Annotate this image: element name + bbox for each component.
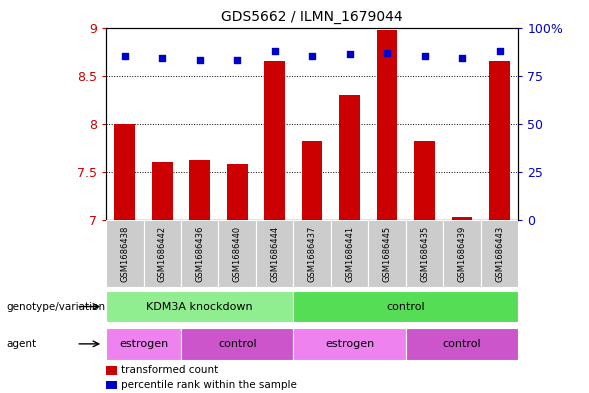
Bar bbox=[190, 160, 210, 220]
Bar bbox=[293, 220, 331, 287]
Bar bbox=[106, 328, 181, 360]
Bar bbox=[293, 328, 406, 360]
Bar bbox=[219, 220, 256, 287]
Text: control: control bbox=[386, 301, 425, 312]
Text: GSM1686444: GSM1686444 bbox=[270, 226, 279, 281]
Text: percentile rank within the sample: percentile rank within the sample bbox=[121, 380, 297, 390]
Bar bbox=[302, 141, 322, 220]
Text: GSM1686443: GSM1686443 bbox=[495, 226, 504, 282]
Bar bbox=[331, 220, 368, 287]
Bar bbox=[368, 220, 406, 287]
Text: GSM1686435: GSM1686435 bbox=[420, 226, 429, 282]
Bar bbox=[414, 141, 435, 220]
Bar bbox=[293, 290, 518, 322]
Bar bbox=[406, 328, 518, 360]
Text: GSM1686442: GSM1686442 bbox=[158, 226, 167, 281]
Text: estrogen: estrogen bbox=[119, 339, 168, 349]
Text: agent: agent bbox=[6, 339, 36, 349]
Bar bbox=[481, 220, 518, 287]
Text: GSM1686436: GSM1686436 bbox=[195, 226, 204, 282]
Bar bbox=[406, 220, 444, 287]
Text: control: control bbox=[218, 339, 257, 349]
Point bbox=[120, 53, 130, 59]
Text: GSM1686441: GSM1686441 bbox=[345, 226, 354, 281]
Bar bbox=[339, 95, 360, 220]
Point bbox=[345, 51, 355, 58]
Text: estrogen: estrogen bbox=[325, 339, 374, 349]
Bar bbox=[181, 220, 219, 287]
Text: GSM1686445: GSM1686445 bbox=[383, 226, 392, 281]
Bar bbox=[114, 124, 135, 220]
Text: GSM1686440: GSM1686440 bbox=[233, 226, 241, 281]
Text: transformed count: transformed count bbox=[121, 365, 218, 375]
Text: GSM1686437: GSM1686437 bbox=[307, 226, 317, 282]
Point bbox=[270, 48, 279, 54]
Text: GSM1686438: GSM1686438 bbox=[120, 226, 129, 282]
Bar bbox=[106, 220, 144, 287]
Bar bbox=[152, 162, 173, 220]
Bar bbox=[452, 217, 472, 220]
Bar bbox=[489, 61, 510, 220]
Point bbox=[157, 55, 167, 61]
Bar bbox=[106, 290, 293, 322]
Point bbox=[420, 53, 429, 59]
Text: GSM1686439: GSM1686439 bbox=[458, 226, 466, 282]
Bar bbox=[264, 61, 285, 220]
Bar bbox=[444, 220, 481, 287]
Point bbox=[195, 57, 204, 63]
Point bbox=[382, 50, 392, 56]
Title: GDS5662 / ILMN_1679044: GDS5662 / ILMN_1679044 bbox=[221, 10, 403, 24]
Text: KDM3A knockdown: KDM3A knockdown bbox=[147, 301, 253, 312]
Text: control: control bbox=[443, 339, 481, 349]
Bar bbox=[181, 328, 293, 360]
Point bbox=[458, 55, 467, 61]
Bar bbox=[256, 220, 293, 287]
Point bbox=[307, 53, 317, 59]
Point bbox=[495, 48, 504, 54]
Bar bbox=[227, 164, 247, 220]
Bar bbox=[144, 220, 181, 287]
Point bbox=[233, 57, 242, 63]
Text: genotype/variation: genotype/variation bbox=[6, 301, 105, 312]
Bar bbox=[377, 30, 398, 220]
